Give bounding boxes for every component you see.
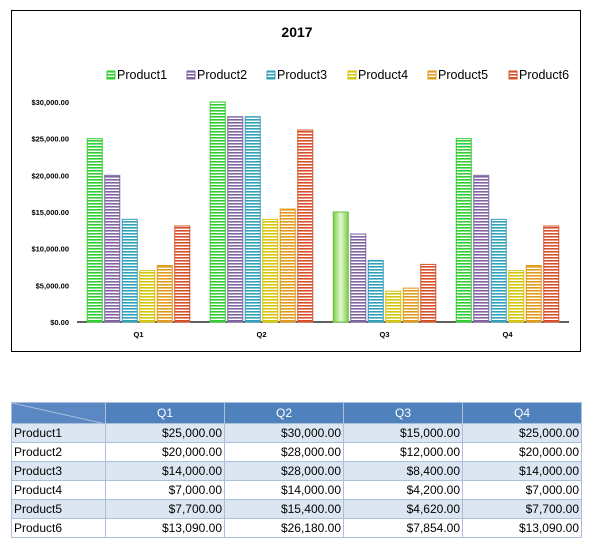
y-tick-label: $25,000.00 xyxy=(31,135,69,144)
legend-swatch-product5 xyxy=(427,70,437,80)
y-tick-label: $0.00 xyxy=(50,318,69,327)
bar-product5-q3 xyxy=(402,287,419,323)
table-cell: $26,180.00 xyxy=(224,518,344,538)
bar-product2-q4 xyxy=(473,174,490,323)
bar-product5-q2 xyxy=(279,208,296,323)
table-cell: $7,854.00 xyxy=(343,518,463,538)
table-cell: $7,000.00 xyxy=(105,480,225,500)
table-cell: $7,700.00 xyxy=(105,499,225,519)
legend-label-product3: Product3 xyxy=(277,68,327,82)
x-tick-label: Q4 xyxy=(502,330,513,339)
column-header-q1: Q1 xyxy=(105,402,225,424)
x-tick-label: Q2 xyxy=(256,330,266,339)
bar-product2-q3 xyxy=(350,233,367,323)
legend-label-product5: Product5 xyxy=(438,68,488,82)
bar-product2-q2 xyxy=(227,116,244,323)
bar-product3-q3 xyxy=(367,259,384,323)
table-cell: $15,400.00 xyxy=(224,499,344,519)
bar-product6-q3 xyxy=(420,263,437,323)
column-header-q2: Q2 xyxy=(224,402,344,424)
bars xyxy=(86,101,560,323)
row-label: Product3 xyxy=(11,461,106,481)
legend-label-product2: Product2 xyxy=(197,68,247,82)
table-cell: $8,400.00 xyxy=(343,461,463,481)
y-tick-label: $5,000.00 xyxy=(36,281,69,290)
table-cell: $7,000.00 xyxy=(462,480,582,500)
table-row: Product1 $25,000.00 $30,000.00 $15,000.00 $2… xyxy=(11,423,582,443)
bar-chart: 2017 Product1 Product2 Product3 Product4 Pro… xyxy=(31,24,569,339)
legend-label-product4: Product4 xyxy=(358,68,408,82)
legend: Product1 Product2 Product3 Product4 Product5… xyxy=(106,68,569,82)
bar-product1-q4 xyxy=(455,138,472,323)
bar-product3-q1 xyxy=(121,218,138,323)
legend-swatch-product1 xyxy=(106,70,116,80)
table-corner-cell xyxy=(11,402,106,424)
bar-product4-q2 xyxy=(262,218,279,323)
bar-product3-q2 xyxy=(244,116,261,323)
legend-label-product1: Product1 xyxy=(117,68,167,82)
table-row: Product5 $7,700.00 $15,400.00 $4,620.00 $7,7… xyxy=(11,499,582,519)
table-cell: $13,090.00 xyxy=(105,518,225,538)
bar-product6-q2 xyxy=(297,129,314,323)
bar-product6-q1 xyxy=(174,225,191,323)
bar-product4-q3 xyxy=(385,290,402,323)
bar-product4-q1 xyxy=(139,270,156,323)
legend-swatch-product4 xyxy=(347,70,357,80)
bar-product3-q4 xyxy=(490,218,507,323)
row-label: Product5 xyxy=(11,499,106,519)
row-label: Product6 xyxy=(11,518,106,538)
legend-swatch-product2 xyxy=(186,70,196,80)
table-cell: $28,000.00 xyxy=(224,442,344,462)
bar-product1-q3 xyxy=(332,211,349,323)
diagonal-divider xyxy=(12,403,102,423)
row-label: Product1 xyxy=(11,423,106,443)
legend-swatch-product3 xyxy=(266,70,276,80)
table-cell: $4,620.00 xyxy=(343,499,463,519)
table-cell: $14,000.00 xyxy=(224,480,344,500)
table-row: Product3 $14,000.00 $28,000.00 $8,400.00 $14… xyxy=(11,461,582,481)
data-table: Q1 Q2 Q3 Q4 Product1 $25,000.00 $30,000.00… xyxy=(11,402,582,538)
column-header-q3: Q3 xyxy=(343,402,463,424)
table-cell: $13,090.00 xyxy=(462,518,582,538)
table-cell: $7,700.00 xyxy=(462,499,582,519)
table-cell: $28,000.00 xyxy=(224,461,344,481)
y-tick-label: $30,000.00 xyxy=(31,98,69,107)
y-tick-label: $15,000.00 xyxy=(31,208,69,217)
table-row: Product6 $13,090.00 $26,180.00 $7,854.00 $13… xyxy=(11,518,582,538)
legend-label-product6: Product6 xyxy=(519,68,569,82)
y-axis: $0.00 $5,000.00 $10,000.00 $15,000.00 $20,00… xyxy=(31,98,69,327)
bar-product2-q1 xyxy=(104,174,121,323)
table-cell: $12,000.00 xyxy=(343,442,463,462)
bar-product6-q4 xyxy=(543,225,560,323)
chart-area: 2017 Product1 Product2 Product3 Product4 Pro… xyxy=(11,10,581,352)
row-label: Product2 xyxy=(11,442,106,462)
bar-product5-q1 xyxy=(156,265,173,323)
table-row: Product4 $7,000.00 $14,000.00 $4,200.00 $7,0… xyxy=(11,480,582,500)
row-label: Product4 xyxy=(11,480,106,500)
x-tick-label: Q3 xyxy=(379,330,389,339)
table-header-row: Q1 Q2 Q3 Q4 xyxy=(11,402,582,424)
table-cell: $4,200.00 xyxy=(343,480,463,500)
bar-product4-q4 xyxy=(508,270,525,323)
legend-swatch-product6 xyxy=(508,70,518,80)
table-cell: $20,000.00 xyxy=(462,442,582,462)
table-cell: $14,000.00 xyxy=(462,461,582,481)
table-cell: $20,000.00 xyxy=(105,442,225,462)
x-tick-label: Q1 xyxy=(133,330,143,339)
bar-product5-q4 xyxy=(525,265,542,323)
y-tick-label: $10,000.00 xyxy=(31,245,69,254)
y-tick-label: $20,000.00 xyxy=(31,171,69,180)
table-cell: $25,000.00 xyxy=(105,423,225,443)
bar-product1-q1 xyxy=(86,138,103,323)
bar-product1-q2 xyxy=(209,101,226,323)
table-cell: $14,000.00 xyxy=(105,461,225,481)
table-cell: $30,000.00 xyxy=(224,423,344,443)
table-row: Product2 $20,000.00 $28,000.00 $12,000.00 $2… xyxy=(11,442,582,462)
x-axis: Q1 Q2 Q3 Q4 xyxy=(77,321,569,339)
column-header-q4: Q4 xyxy=(462,402,582,424)
table-cell: $15,000.00 xyxy=(343,423,463,443)
chart-title: 2017 xyxy=(281,24,312,40)
table-cell: $25,000.00 xyxy=(462,423,582,443)
